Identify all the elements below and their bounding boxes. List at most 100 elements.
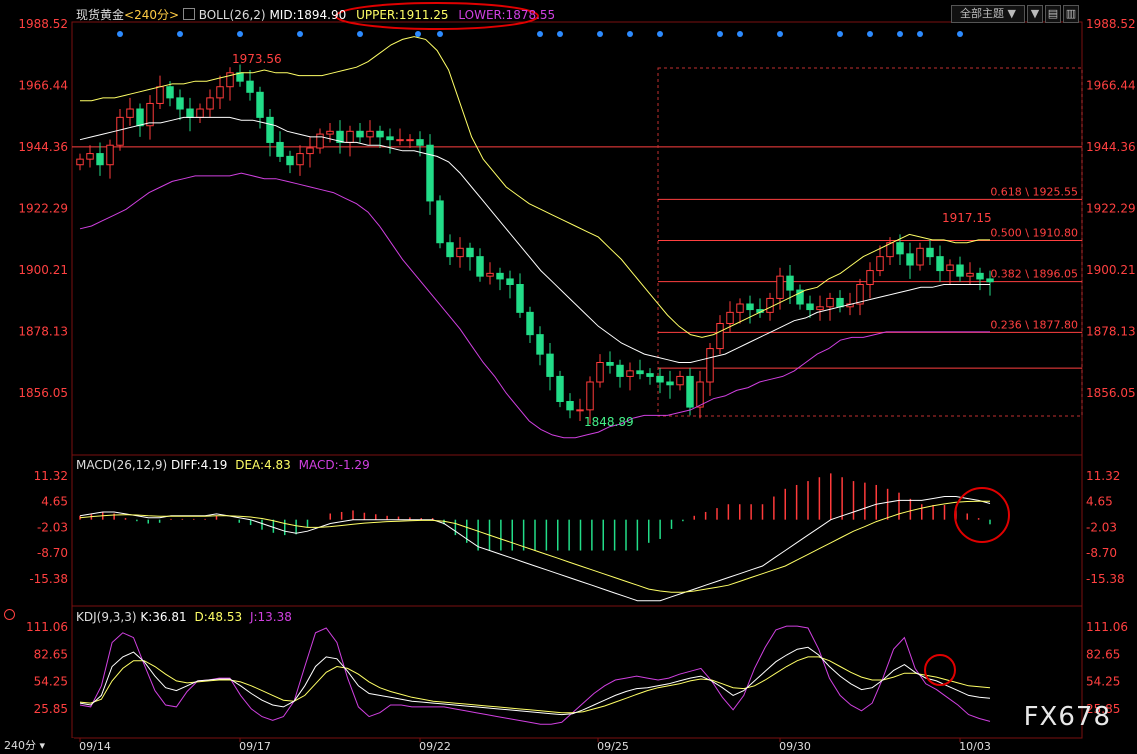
layout-icon[interactable]: ▤ [1045, 5, 1061, 23]
symbol-name: 现货黄金 [76, 8, 125, 22]
event-dot [437, 31, 443, 37]
candle-body [266, 116, 274, 143]
candle-body [296, 153, 304, 166]
split-icon[interactable]: ▥ [1063, 5, 1079, 23]
candle-body [356, 130, 364, 138]
boll-lower-line [79, 172, 990, 439]
candle-body [216, 86, 224, 99]
macd-diff: DIFF:4.19 [170, 458, 228, 472]
boll-settings-icon[interactable] [182, 8, 195, 20]
boll-lower: LOWER:1878.55 [458, 8, 556, 22]
macd-y-tick-right: 11.32 [1086, 469, 1120, 483]
candle-body [186, 108, 194, 118]
macd-y-tick-right: -2.03 [1086, 521, 1117, 535]
candle-body [736, 303, 744, 313]
highlight-circle-kdj [924, 654, 956, 686]
candle-body [226, 72, 234, 88]
y-tick-right: 1856.05 [1086, 386, 1136, 400]
fibonacci-box [657, 67, 1083, 417]
candle-body [146, 102, 154, 127]
event-dot [537, 31, 543, 37]
event-dot [657, 31, 663, 37]
macd-y-tick-right: -8.70 [1086, 546, 1117, 560]
x-tick-label: 09/30 [779, 740, 811, 753]
kdj-j-line [79, 625, 991, 725]
candle-body [316, 133, 324, 149]
high-price-label: 1973.56 [232, 52, 282, 66]
main-header: 现货黄金<240分> BOLL(26,2) MID:1894.90 UPPER:… [76, 6, 555, 23]
candle-body [776, 275, 784, 299]
candle-body [526, 311, 534, 336]
candle-body [816, 306, 824, 311]
candle-body [806, 303, 814, 311]
y-tick-right: 1922.29 [1086, 201, 1136, 215]
candle-body [516, 284, 524, 313]
collapse-button[interactable]: ▼ [1027, 5, 1043, 23]
event-dot [117, 31, 123, 37]
event-dot [627, 31, 633, 37]
candle-body [426, 144, 434, 202]
candle-body [926, 247, 934, 258]
macd-value: MACD:-1.29 [298, 458, 370, 472]
macd-y-tick-left: 11.32 [34, 469, 68, 483]
event-dot [717, 31, 723, 37]
y-tick-right: 1988.52 [1086, 17, 1136, 31]
candle-body [866, 270, 874, 286]
macd-y-tick-right: -15.38 [1086, 572, 1125, 586]
macd-header: MACD(26,12,9) DIFF:4.19 DEA:4.83 MACD:-1… [76, 458, 370, 472]
candle-body [86, 153, 94, 160]
candle-body [366, 130, 374, 138]
y-tick-left: 1900.21 [18, 263, 68, 277]
theme-dropdown[interactable]: 全部主题 ▼ [951, 5, 1025, 23]
kdj-y-tick-left: 54.25 [34, 675, 68, 689]
candle-body [176, 97, 184, 110]
candle-body [836, 297, 844, 308]
watermark-logo: FX678 [1023, 702, 1111, 732]
candle-body [976, 272, 984, 280]
candle-body [206, 97, 214, 110]
kdj-k: K:36.81 [140, 610, 187, 624]
fib-label: 0.236 \ 1877.80 [990, 318, 1078, 331]
boll-upper: UPPER:1911.25 [356, 8, 449, 22]
event-dot [777, 31, 783, 37]
x-tick-label: 10/03 [959, 740, 991, 753]
candle-body [396, 139, 404, 142]
macd-y-tick-right: 4.65 [1086, 495, 1113, 509]
event-dot [867, 31, 873, 37]
y-tick-left: 1944.36 [18, 140, 68, 154]
candle-body [76, 158, 84, 166]
macd-dea: DEA:4.83 [235, 458, 291, 472]
recent-high-label: 1917.15 [942, 211, 992, 225]
candle-body [136, 108, 144, 127]
kdj-label: KDJ(9,3,3) [76, 610, 137, 624]
candle-body [826, 297, 834, 308]
fib-label: 0.382 \ 1896.05 [990, 268, 1078, 281]
candle-body [376, 130, 384, 138]
candle-body [156, 86, 164, 104]
event-dot [597, 31, 603, 37]
event-dot [297, 31, 303, 37]
macd-y-tick-left: 4.65 [41, 495, 68, 509]
candle-body [416, 139, 424, 146]
candle-body [546, 353, 554, 377]
kdj-y-tick-right: 25.85 [1086, 702, 1120, 716]
candle-body [406, 139, 414, 142]
kdj-pane-icon[interactable] [4, 609, 15, 623]
event-dot [557, 31, 563, 37]
y-tick-right: 1878.13 [1086, 324, 1136, 338]
candle-body [536, 334, 544, 355]
candle-body [646, 373, 654, 377]
period-footer[interactable]: 240分 ▾ [0, 738, 74, 754]
candle-body [456, 247, 464, 258]
candle-body [576, 409, 584, 412]
x-tick-label: 09/25 [597, 740, 629, 753]
y-tick-right: 1900.21 [1086, 263, 1136, 277]
period-label[interactable]: <240分> [124, 8, 180, 22]
candle-body [596, 361, 604, 383]
candle-body [616, 364, 624, 377]
period-footer-label: 240分 [4, 739, 36, 752]
boll-mid-line [79, 116, 990, 363]
candle-body [686, 375, 694, 408]
candle-body [916, 247, 924, 266]
